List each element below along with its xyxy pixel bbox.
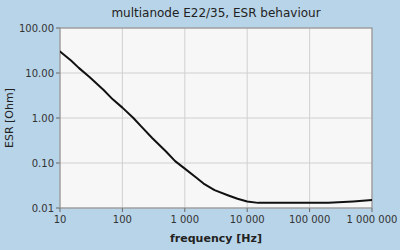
x-tick-label: 1 000 [170, 214, 199, 225]
y-tick [56, 163, 60, 164]
y-grid-line [60, 163, 372, 164]
y-tick [56, 118, 60, 119]
y-tick [56, 208, 60, 209]
x-tick [122, 208, 123, 212]
chart: 10 100 1 000 10 000 100 000 1 000 000 0.01 0.10… [0, 0, 400, 250]
grid [60, 28, 372, 208]
x-tick-label: 100 [113, 214, 132, 225]
y-tick-label: 10.00 [25, 68, 54, 79]
y-axis-label: ESR [Ohm] [3, 88, 16, 148]
plot-area [60, 28, 372, 208]
series [60, 52, 372, 203]
x-tick [372, 208, 373, 212]
y-tick-label: 0.01 [32, 203, 54, 214]
esr-line [60, 52, 372, 203]
x-tick-label: 100 000 [289, 214, 330, 225]
x-tick [60, 208, 61, 212]
x-tick-label: 1 000 000 [347, 214, 398, 225]
x-tick-label: 10 [54, 214, 67, 225]
x-tick [184, 208, 185, 212]
plot-frame [60, 28, 372, 208]
title: multianode E22/35, ESR behaviour [111, 6, 320, 20]
y-grid-line [60, 118, 372, 119]
x-tick-label: 10 000 [230, 214, 265, 225]
y-tick [56, 73, 60, 74]
y-tick [56, 28, 60, 29]
x-tick [309, 208, 310, 212]
y-tick-label: 0.10 [32, 158, 54, 169]
axes: 10 100 1 000 10 000 100 000 1 000 000 0.01 0.10… [19, 23, 397, 226]
y-grid-line [60, 73, 372, 74]
x-axis-label: frequency [Hz] [170, 232, 262, 245]
y-tick-label: 100.00 [19, 23, 54, 34]
x-tick [247, 208, 248, 212]
y-tick-label: 1.00 [32, 113, 54, 124]
